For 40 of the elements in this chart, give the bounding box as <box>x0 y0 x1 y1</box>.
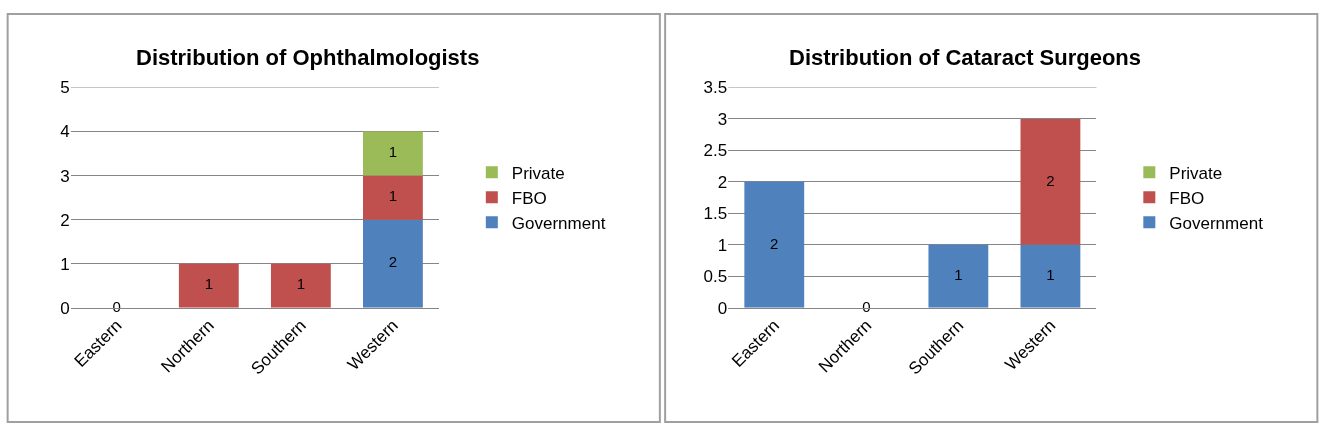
bar <box>928 244 989 308</box>
legend-label: Private <box>511 163 565 183</box>
bar <box>363 131 423 176</box>
legend-label: Government <box>1169 213 1264 233</box>
bar <box>178 263 239 308</box>
data-label: 1 <box>1046 266 1055 284</box>
y-tick-label: 5 <box>60 78 70 98</box>
y-tick-label: 1.5 <box>703 204 728 224</box>
legend-label: Government <box>511 213 606 233</box>
y-tick-label: 1 <box>60 254 70 274</box>
legend-label: Private <box>1169 163 1223 183</box>
bar <box>1020 118 1081 245</box>
bar <box>1020 244 1081 308</box>
y-tick-label: 0 <box>717 298 728 318</box>
legend-label: FBO <box>1169 188 1205 208</box>
data-label: 2 <box>1046 171 1055 189</box>
data-label: 1 <box>296 275 306 293</box>
chart-title: Distribution of Ophthalmologists <box>136 45 480 70</box>
y-tick-label: 4 <box>60 122 70 142</box>
data-label: 1 <box>204 275 213 293</box>
data-label: 2 <box>770 234 779 252</box>
data-label: 1 <box>388 143 398 161</box>
legend-label: FBO <box>511 188 547 208</box>
y-tick-label: 2.5 <box>703 141 728 161</box>
y-tick-label: 1 <box>717 235 728 255</box>
bar <box>270 263 331 308</box>
y-tick-label: 0 <box>60 298 70 318</box>
data-label: 1 <box>388 187 398 205</box>
y-tick-label: 3 <box>717 109 728 129</box>
y-tick-label: 2 <box>60 210 70 230</box>
chart-title: Distribution of Cataract Surgeons <box>789 45 1142 70</box>
y-tick-label: 0.5 <box>703 267 728 287</box>
y-tick-label: 2 <box>717 172 728 192</box>
data-label: 1 <box>954 266 963 284</box>
bar <box>363 219 423 308</box>
bar <box>363 175 423 220</box>
y-tick-label: 3.5 <box>703 78 728 98</box>
y-tick-label: 3 <box>60 166 70 186</box>
data-label: 2 <box>388 253 398 271</box>
bar <box>744 181 805 308</box>
